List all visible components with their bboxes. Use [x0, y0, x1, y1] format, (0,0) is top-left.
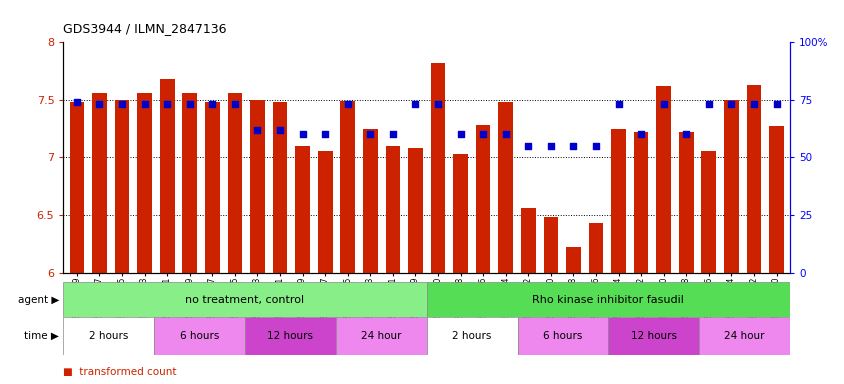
- Point: [769, 101, 782, 108]
- Bar: [154, 317, 245, 355]
- Bar: [160, 79, 175, 273]
- Point: [544, 143, 557, 149]
- Bar: [137, 93, 152, 273]
- Bar: [768, 126, 783, 273]
- Point: [70, 99, 84, 105]
- Bar: [69, 102, 84, 273]
- Text: Rho kinase inhibitor fasudil: Rho kinase inhibitor fasudil: [532, 295, 684, 305]
- Bar: [475, 125, 490, 273]
- Point: [701, 101, 715, 108]
- Point: [341, 101, 354, 108]
- Text: 6 hours: 6 hours: [543, 331, 582, 341]
- Text: 24 hour: 24 hour: [723, 331, 764, 341]
- Point: [430, 101, 444, 108]
- Point: [408, 101, 422, 108]
- Bar: [336, 317, 426, 355]
- Bar: [517, 317, 608, 355]
- Bar: [426, 317, 517, 355]
- Point: [724, 101, 738, 108]
- Bar: [63, 317, 154, 355]
- Bar: [115, 100, 129, 273]
- Text: 24 hour: 24 hour: [360, 331, 401, 341]
- Point: [521, 143, 534, 149]
- Bar: [92, 93, 106, 273]
- Bar: [452, 154, 468, 273]
- Point: [453, 131, 467, 137]
- Text: 12 hours: 12 hours: [268, 331, 313, 341]
- Point: [205, 101, 219, 108]
- Point: [93, 101, 106, 108]
- Point: [588, 143, 602, 149]
- Bar: [363, 129, 377, 273]
- Text: time ▶: time ▶: [24, 331, 59, 341]
- Point: [160, 101, 174, 108]
- Point: [295, 131, 309, 137]
- Point: [251, 127, 264, 133]
- Point: [228, 101, 241, 108]
- Bar: [340, 101, 354, 273]
- Point: [611, 101, 625, 108]
- Point: [498, 131, 511, 137]
- Point: [634, 131, 647, 137]
- Point: [476, 131, 490, 137]
- Bar: [426, 282, 789, 317]
- Point: [115, 101, 128, 108]
- Bar: [205, 102, 219, 273]
- Bar: [701, 151, 716, 273]
- Point: [363, 131, 376, 137]
- Point: [746, 101, 760, 108]
- Text: 6 hours: 6 hours: [180, 331, 219, 341]
- Bar: [408, 148, 422, 273]
- Text: 12 hours: 12 hours: [630, 331, 676, 341]
- Point: [386, 131, 399, 137]
- Bar: [521, 208, 535, 273]
- Bar: [430, 63, 445, 273]
- Bar: [633, 132, 647, 273]
- Point: [318, 131, 332, 137]
- Bar: [608, 317, 699, 355]
- Text: GDS3944 / ILMN_2847136: GDS3944 / ILMN_2847136: [63, 22, 226, 35]
- Point: [656, 101, 669, 108]
- Bar: [498, 102, 512, 273]
- Text: agent ▶: agent ▶: [18, 295, 59, 305]
- Bar: [565, 247, 580, 273]
- Bar: [678, 132, 693, 273]
- Bar: [385, 146, 400, 273]
- Bar: [295, 146, 310, 273]
- Bar: [317, 151, 332, 273]
- Text: no treatment, control: no treatment, control: [186, 295, 304, 305]
- Bar: [656, 86, 670, 273]
- Bar: [723, 100, 738, 273]
- Bar: [63, 282, 426, 317]
- Bar: [227, 93, 242, 273]
- Point: [183, 101, 197, 108]
- Bar: [273, 102, 287, 273]
- Bar: [746, 85, 760, 273]
- Bar: [699, 317, 789, 355]
- Text: 2 hours: 2 hours: [89, 331, 128, 341]
- Point: [273, 127, 286, 133]
- Bar: [250, 100, 264, 273]
- Text: 2 hours: 2 hours: [452, 331, 491, 341]
- Bar: [610, 129, 625, 273]
- Text: ■  transformed count: ■ transformed count: [63, 367, 176, 377]
- Point: [138, 101, 151, 108]
- Bar: [182, 93, 197, 273]
- Point: [679, 131, 692, 137]
- Bar: [543, 217, 558, 273]
- Point: [566, 143, 580, 149]
- Bar: [245, 317, 336, 355]
- Bar: [588, 223, 603, 273]
